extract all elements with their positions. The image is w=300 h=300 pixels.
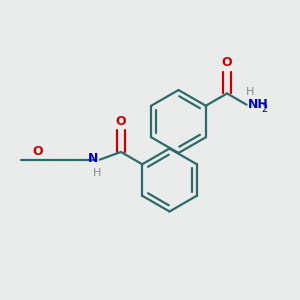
Text: O: O	[32, 145, 43, 158]
Text: NH: NH	[248, 98, 269, 111]
Text: H: H	[93, 168, 102, 178]
Text: H: H	[246, 87, 254, 97]
Text: 2: 2	[261, 103, 268, 114]
Text: O: O	[116, 115, 126, 128]
Text: N: N	[88, 152, 98, 165]
Text: O: O	[222, 56, 232, 70]
